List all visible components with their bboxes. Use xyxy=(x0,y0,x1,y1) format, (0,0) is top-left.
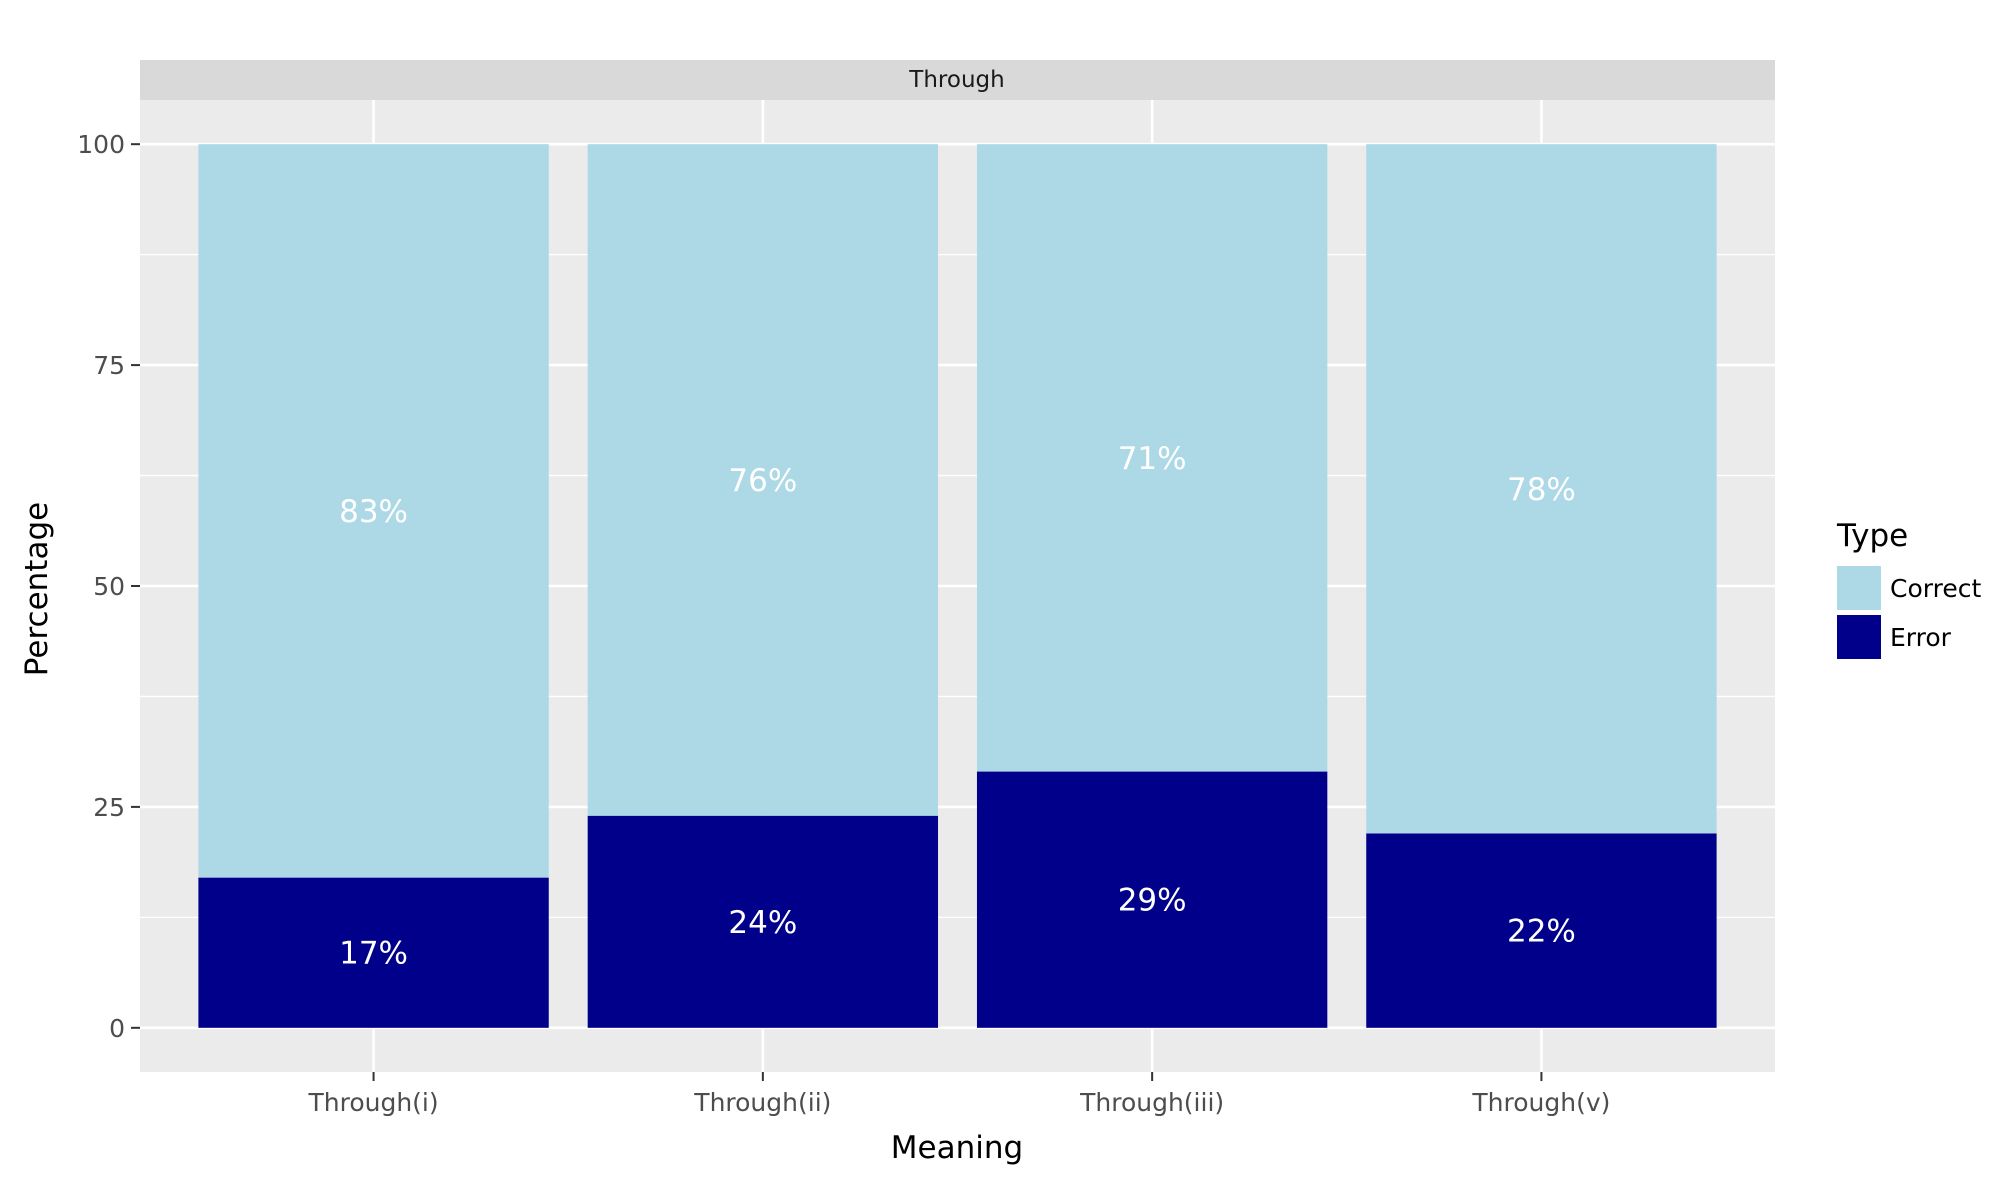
y-tick-label: 75 xyxy=(93,351,125,380)
x-axis-title: Meaning xyxy=(891,1130,1023,1166)
bar-correct xyxy=(587,144,939,816)
bars xyxy=(198,144,1717,1028)
bar-value-label: 17% xyxy=(339,936,408,972)
bar-value-labels: 17% 83% 24% 76% 29% 71% 22% 78% xyxy=(339,441,1576,972)
legend-label-correct: Correct xyxy=(1890,574,1981,603)
bar-error xyxy=(976,771,1328,1028)
bar-correct xyxy=(1366,144,1717,834)
x-tick-label: Through(iii) xyxy=(1079,1088,1224,1117)
bar-value-label: 22% xyxy=(1507,914,1576,950)
facet-strip xyxy=(140,60,1775,100)
y-tick-label: 50 xyxy=(93,572,125,601)
bar-correct xyxy=(976,144,1328,772)
x-tick-label: Through(ii) xyxy=(693,1088,831,1117)
axes: 0 25 50 75 100 Through(i) Through(ii) Through(i… xyxy=(77,130,1610,1117)
bar-value-label: 71% xyxy=(1118,441,1187,477)
x-tick-label: Through(v) xyxy=(1471,1088,1610,1117)
bar-error xyxy=(587,815,939,1028)
legend-label-error: Error xyxy=(1890,623,1952,652)
bar-value-label: 24% xyxy=(728,905,797,941)
y-tick-label: 25 xyxy=(93,793,125,822)
bar-error xyxy=(198,877,549,1028)
legend: Type Correct Error xyxy=(1836,518,1981,659)
legend-swatch-correct xyxy=(1837,566,1881,610)
y-axis-title: Percentage xyxy=(19,502,55,676)
bar-value-label: 78% xyxy=(1507,472,1576,508)
bar-value-label: 83% xyxy=(339,494,408,530)
legend-swatch-error xyxy=(1837,615,1881,659)
bar-value-label: 76% xyxy=(728,463,797,499)
x-tick-label: Through(i) xyxy=(307,1088,438,1117)
y-tick-label: 0 xyxy=(109,1014,125,1043)
facet-strip-label: Through xyxy=(908,67,1004,93)
bar-correct xyxy=(198,144,549,878)
legend-title: Type xyxy=(1836,518,1908,554)
y-tick-label: 100 xyxy=(77,130,125,159)
bar-error xyxy=(1366,833,1717,1028)
bar-value-label: 29% xyxy=(1118,883,1187,919)
